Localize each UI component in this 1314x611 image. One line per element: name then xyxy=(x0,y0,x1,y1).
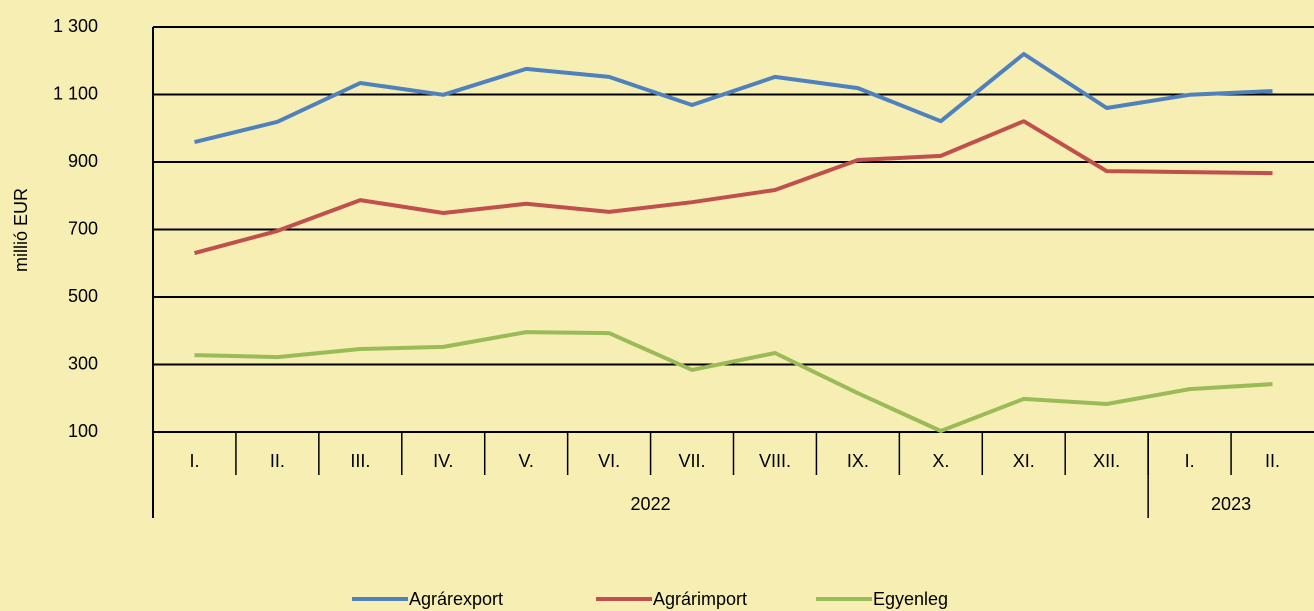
x-tick-label: V. xyxy=(518,451,533,471)
x-tick-label: VIII. xyxy=(759,451,791,471)
x-tick-label: III. xyxy=(350,451,370,471)
x-tick-label: I. xyxy=(189,451,199,471)
x-tick-label: II. xyxy=(1265,451,1280,471)
y-tick-label: 1 100 xyxy=(53,83,98,103)
x-group-label: 2022 xyxy=(631,494,671,514)
y-tick-label: 900 xyxy=(68,151,98,171)
x-tick-label: X. xyxy=(932,451,949,471)
x-tick-label: VII. xyxy=(679,451,706,471)
x-tick-label: XI. xyxy=(1013,451,1035,471)
x-tick-label: XII. xyxy=(1093,451,1120,471)
legend-label: Egyenleg xyxy=(873,589,948,609)
series-line xyxy=(194,330,1273,433)
y-axis-label: millió EUR xyxy=(11,188,31,272)
legend-label: Agrárexport xyxy=(409,589,503,609)
x-group-label: 2023 xyxy=(1211,494,1251,514)
y-tick-label: 500 xyxy=(68,286,98,306)
x-tick-label: IV. xyxy=(433,451,453,471)
y-tick-label: 100 xyxy=(68,421,98,441)
y-tick-label: 700 xyxy=(68,218,98,238)
legend-label: Agrárimport xyxy=(653,589,747,609)
x-tick-label: I. xyxy=(1185,451,1195,471)
y-tick-label: 1 300 xyxy=(53,16,98,36)
x-tick-label: IX. xyxy=(847,451,869,471)
x-tick-label: VI. xyxy=(598,451,620,471)
series-line xyxy=(193,119,1273,256)
y-tick-label: 300 xyxy=(68,353,98,373)
series-line xyxy=(194,52,1273,145)
x-tick-label: II. xyxy=(270,451,285,471)
